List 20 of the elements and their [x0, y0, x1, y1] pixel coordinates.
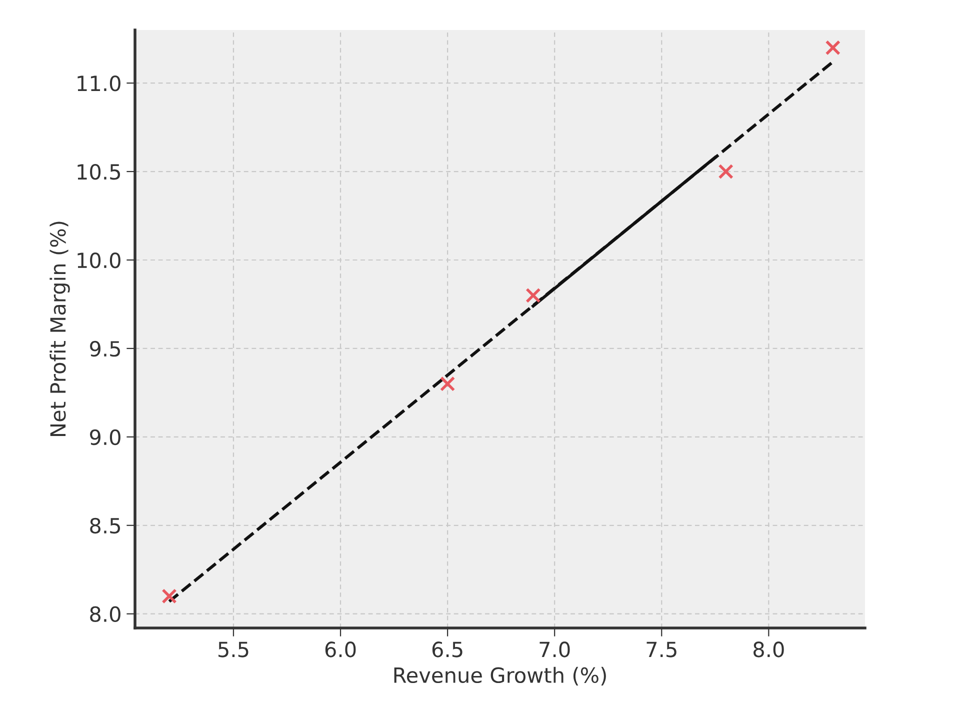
point: [526, 288, 541, 303]
y-tick-label: 10.5: [78, 164, 120, 180]
y-tick-label: 8.5: [90, 518, 120, 534]
x-tick-label: 5.5: [218, 642, 248, 658]
y-tick-label: 8.0: [90, 606, 120, 622]
y-tick-label: 9.0: [90, 429, 120, 446]
x-axis-title: Revenue Growth (%): [394, 666, 606, 686]
x-tick-label: 6.5: [432, 642, 462, 658]
point: [162, 588, 177, 604]
point: [825, 40, 840, 56]
y-tick-label: 10.0: [78, 252, 120, 268]
x-tick-label: 6.0: [325, 642, 356, 658]
y-axis-title: Net Profit Margin (%): [50, 222, 70, 436]
y-tick-label: 9.5: [90, 340, 120, 357]
x-tick-label: 7.0: [540, 642, 570, 658]
point: [718, 164, 734, 180]
y-tick-label: 11.0: [78, 76, 120, 92]
x-tick-label: 8.0: [754, 642, 784, 658]
point: [440, 376, 456, 392]
x-tick-label: 7.5: [646, 642, 676, 658]
